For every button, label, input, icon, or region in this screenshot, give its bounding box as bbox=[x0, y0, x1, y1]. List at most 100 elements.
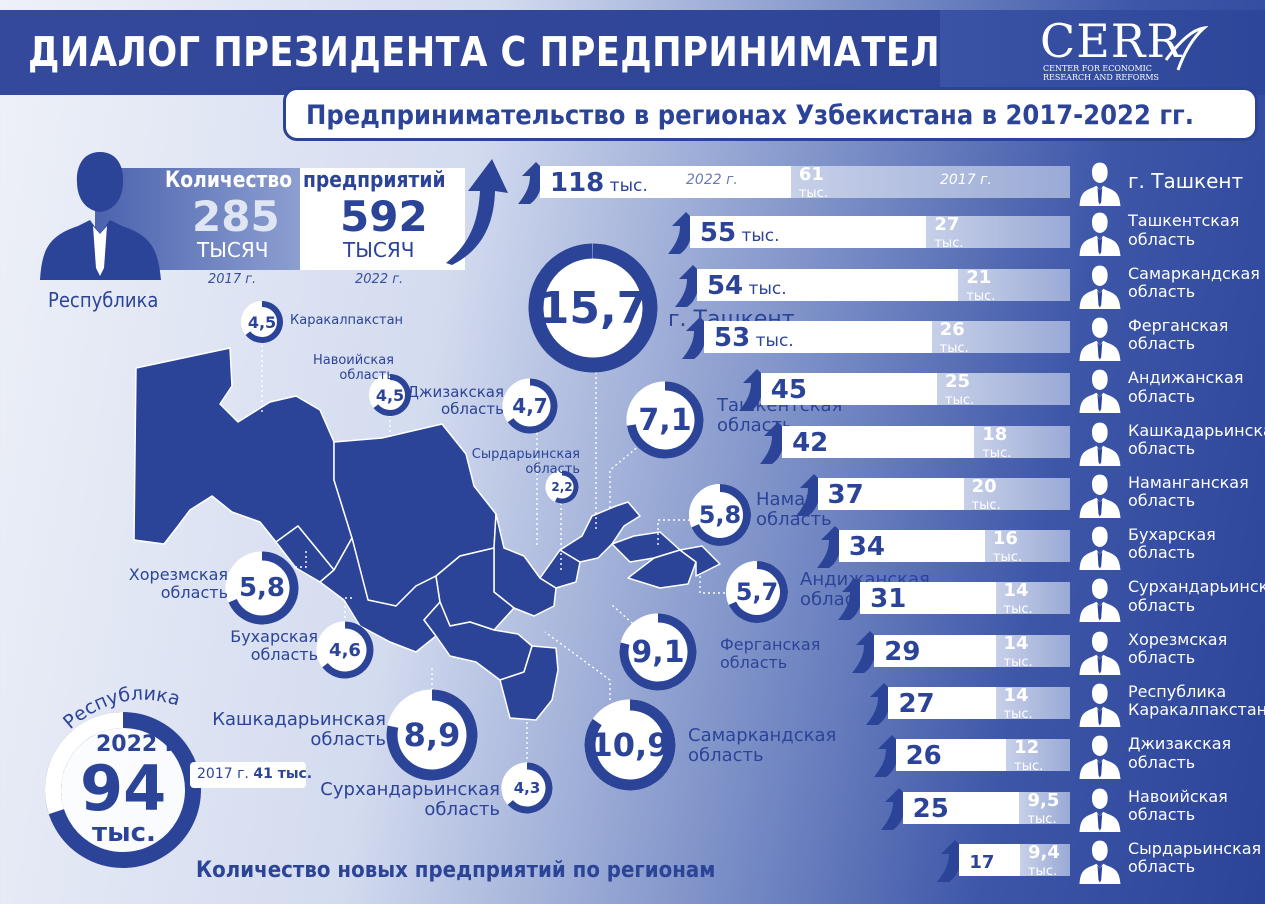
bar-2022 bbox=[689, 216, 927, 249]
bar-2022-value: 29 bbox=[884, 636, 921, 667]
region-ring-value: 4,7 bbox=[512, 394, 548, 418]
region-ring-bg bbox=[502, 378, 558, 434]
bar-2017-unit: тыс. bbox=[1003, 707, 1033, 722]
bar-row: 17 9,4 тыс. Сырдарьинская область bbox=[0, 839, 1265, 884]
summary-label-right: предприятий bbox=[303, 168, 446, 193]
region-ring-value: 2,2 bbox=[551, 480, 573, 494]
bar-2017-value: 9,5 bbox=[1027, 789, 1060, 811]
republic-2017-text: 2017 г. 41 тыс. bbox=[197, 766, 312, 782]
page-subtitle: Предпринимательство в регионах Узбекиста… bbox=[306, 100, 1194, 131]
region-ring-label: Сырдарьинская область bbox=[471, 447, 580, 477]
summary-2022-value: 592 bbox=[340, 192, 428, 241]
bar-2017-unit: тыс. bbox=[1027, 811, 1057, 827]
summary-2017-value: 285 bbox=[192, 192, 280, 241]
bar-2022-value: 54 тыс. bbox=[706, 270, 787, 301]
region-ring-label: Каракалпакстан bbox=[290, 313, 404, 328]
header-band bbox=[0, 10, 940, 95]
republic-arc-label: Республика bbox=[60, 683, 183, 734]
bar-2017-value: 18 bbox=[982, 423, 1008, 445]
region-ring-bg bbox=[584, 699, 676, 791]
bar-2017 bbox=[974, 425, 1070, 458]
bar-2017-value: 12 bbox=[1014, 737, 1040, 759]
republic-2017-value: 41 тыс. bbox=[253, 766, 313, 782]
region-ring-arc bbox=[584, 699, 676, 791]
region-ring-arc bbox=[386, 689, 478, 781]
bar-2022-value: 55 тыс. bbox=[699, 218, 780, 249]
bar-2017-unit: тыс. bbox=[1003, 602, 1033, 618]
region-ring-label: Самаркандская область bbox=[688, 725, 837, 767]
bar-2017-value: 61 bbox=[798, 164, 824, 185]
region-ring-label: Сурхандарьинская область bbox=[320, 779, 500, 821]
region-ring: 9,1 bbox=[613, 607, 703, 697]
bar-2022-unit: тыс. bbox=[736, 226, 780, 247]
summary-2017-year: 2017 г. bbox=[208, 272, 257, 287]
region-ring-bg bbox=[619, 613, 697, 691]
person-icon bbox=[1079, 212, 1121, 257]
region-ring-arc bbox=[528, 243, 658, 373]
region-ring-arc bbox=[322, 621, 374, 679]
region-ring: 4,7 bbox=[497, 373, 563, 439]
person-icon bbox=[40, 152, 161, 280]
bar-2022 bbox=[902, 791, 1020, 824]
region-ring-value: 4,5 bbox=[375, 385, 405, 405]
region-ring-value: 4,6 bbox=[329, 639, 361, 661]
republic-new-value: 94 bbox=[80, 752, 167, 825]
region-ring-label: Ферганская область bbox=[720, 635, 821, 672]
region-ring: 10,9 bbox=[577, 692, 683, 798]
bar-2022 bbox=[760, 373, 937, 406]
bar-2022-value: 31 bbox=[870, 584, 907, 615]
person-icon bbox=[1079, 840, 1121, 884]
bar-2017 bbox=[1019, 843, 1070, 876]
person-icon bbox=[1079, 422, 1121, 466]
bar-region-name: Республика Каракалпакстан bbox=[1128, 682, 1265, 720]
bar-2022-value: 42 bbox=[792, 427, 829, 458]
republic-ring bbox=[45, 712, 201, 868]
region-ring-value: 10,9 bbox=[590, 726, 670, 764]
region-ring: 5,7 bbox=[720, 555, 794, 629]
republic-new-unit: тыс. bbox=[92, 818, 156, 848]
person-icon bbox=[1079, 162, 1121, 206]
region-ring: 4,5 bbox=[236, 296, 288, 348]
region-ring-label: Навоийская область bbox=[312, 353, 394, 383]
bar-row: 55 тыс. 27 тыс. Ташкентская область bbox=[0, 211, 1265, 257]
bar-region-name: Ташкентская область bbox=[1128, 211, 1240, 249]
logo-subtitle: RESEARCH AND REFORMS bbox=[1043, 73, 1160, 82]
bar-2022-value: 37 bbox=[827, 479, 864, 510]
region-ring-arc bbox=[507, 762, 553, 814]
region-ring-bg bbox=[626, 381, 704, 459]
bar-2017 bbox=[1019, 791, 1070, 824]
bar-2022-value: 27 bbox=[898, 689, 935, 719]
bar-region-name: Наманганская область bbox=[1128, 472, 1249, 511]
republic-label: Республика bbox=[48, 288, 159, 312]
region-ring: 4,3 bbox=[496, 757, 558, 819]
bar-2017-unit: тыс. bbox=[1027, 863, 1058, 879]
person-icon bbox=[1079, 683, 1121, 727]
bar-row: 54 тыс. 21 тыс. Самаркандская область bbox=[0, 264, 1265, 309]
footer-caption: Количество новых предприятий по регионам bbox=[196, 858, 716, 883]
bar-2022-value: 17 bbox=[969, 851, 995, 873]
bar-2017-unit: тыс. bbox=[982, 445, 1012, 461]
bar-region-name: г. Ташкент bbox=[1128, 169, 1244, 193]
bar-2022-unit: тыс. bbox=[750, 330, 794, 351]
bar-2017 bbox=[1006, 739, 1070, 772]
bar-2022 bbox=[874, 634, 996, 667]
bar-region-name: Андижанская область bbox=[1128, 368, 1244, 406]
bar-region-name: Ферганская область bbox=[1128, 315, 1229, 354]
bar-2022-value: 26 bbox=[905, 741, 942, 772]
bar-2022 bbox=[696, 268, 959, 301]
region-ring-bg bbox=[225, 551, 299, 625]
bar-2017-value: 21 bbox=[966, 266, 992, 288]
bar-2017-unit: тыс. bbox=[966, 288, 996, 304]
bar-2017 bbox=[790, 166, 1070, 198]
bar-2022 bbox=[860, 582, 996, 615]
region-ring-bg bbox=[528, 243, 658, 373]
region-ring-arc bbox=[626, 381, 704, 459]
person-icon bbox=[1079, 631, 1121, 675]
bar-2017-value: 9,4 bbox=[1027, 841, 1060, 863]
bar-2022-unit: тыс. bbox=[743, 278, 787, 299]
bar-2017 bbox=[995, 582, 1070, 615]
summary-2022-unit: ТЫСЯЧ bbox=[343, 238, 415, 262]
bar-2022 bbox=[704, 320, 932, 353]
person-icon bbox=[1079, 788, 1121, 832]
region-ring: 7,1 bbox=[620, 375, 710, 465]
